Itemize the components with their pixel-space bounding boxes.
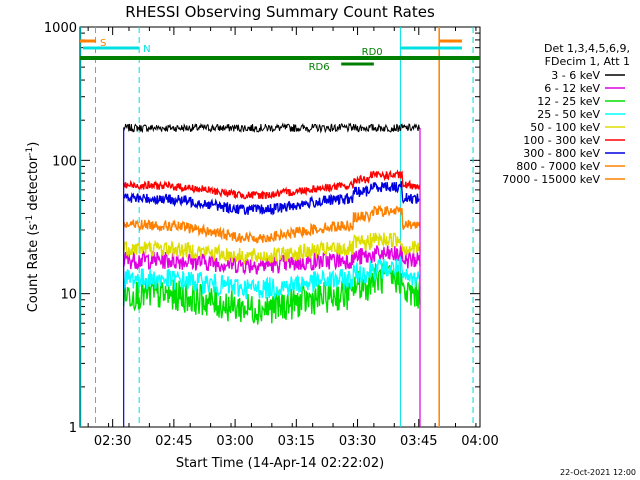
- x-tick-label: 03:30: [339, 434, 376, 449]
- x-tick-label: 03:45: [400, 434, 437, 449]
- series-line-4: [123, 232, 421, 266]
- y-tick-label: 10: [60, 288, 77, 303]
- footer-date: 22-Oct-2021 12:00: [560, 468, 636, 477]
- x-tick-label: 02:30: [94, 434, 131, 449]
- legend-label-3: 25 - 50 keV: [537, 108, 600, 121]
- x-tick-label: 03:15: [278, 434, 315, 449]
- y-tick-label: 1: [69, 421, 77, 436]
- series-line-6: [123, 181, 421, 216]
- legend-label-6: 300 - 800 keV: [523, 147, 600, 160]
- legend-label-5: 100 - 300 keV: [523, 134, 600, 147]
- saa-label: S: [100, 38, 106, 49]
- legend-label-1: 6 - 12 keV: [544, 82, 600, 95]
- legend-label-4: 50 - 100 keV: [530, 121, 600, 134]
- x-axis-label: Start Time (14-Apr-14 02:22:02): [176, 456, 384, 471]
- x-tick-label: 02:45: [155, 434, 192, 449]
- legend-label-2: 12 - 25 keV: [537, 95, 600, 108]
- night-label: N: [143, 44, 150, 55]
- y-tick-label: 100: [52, 154, 77, 169]
- plot-frame: [79, 26, 481, 428]
- series-line-2: [123, 262, 421, 325]
- y-axis-label: Count Rate (s-1 detector-1): [25, 142, 41, 313]
- series-line-7: [123, 204, 421, 244]
- rd6-label: RD6: [309, 62, 330, 73]
- x-tick-label: 04:00: [461, 434, 498, 449]
- series-line-5: [123, 169, 421, 200]
- x-tick-label: 03:00: [216, 434, 253, 449]
- rd0-label: RD0: [362, 47, 383, 58]
- legend-header-0: Det 1,3,4,5,6,9,: [544, 42, 630, 55]
- series-line-3: [123, 255, 421, 301]
- series-line-0: [123, 122, 421, 134]
- legend-header-1: FDecim 1, Att 1: [545, 55, 630, 68]
- chart-title: RHESSI Observing Summary Count Rates: [125, 3, 435, 21]
- y-tick-label: 1000: [44, 21, 77, 36]
- legend-label-7: 800 - 7000 keV: [516, 160, 600, 173]
- legend-label-0: 3 - 6 keV: [551, 69, 600, 82]
- legend-label-8: 7000 - 15000 keV: [502, 173, 600, 186]
